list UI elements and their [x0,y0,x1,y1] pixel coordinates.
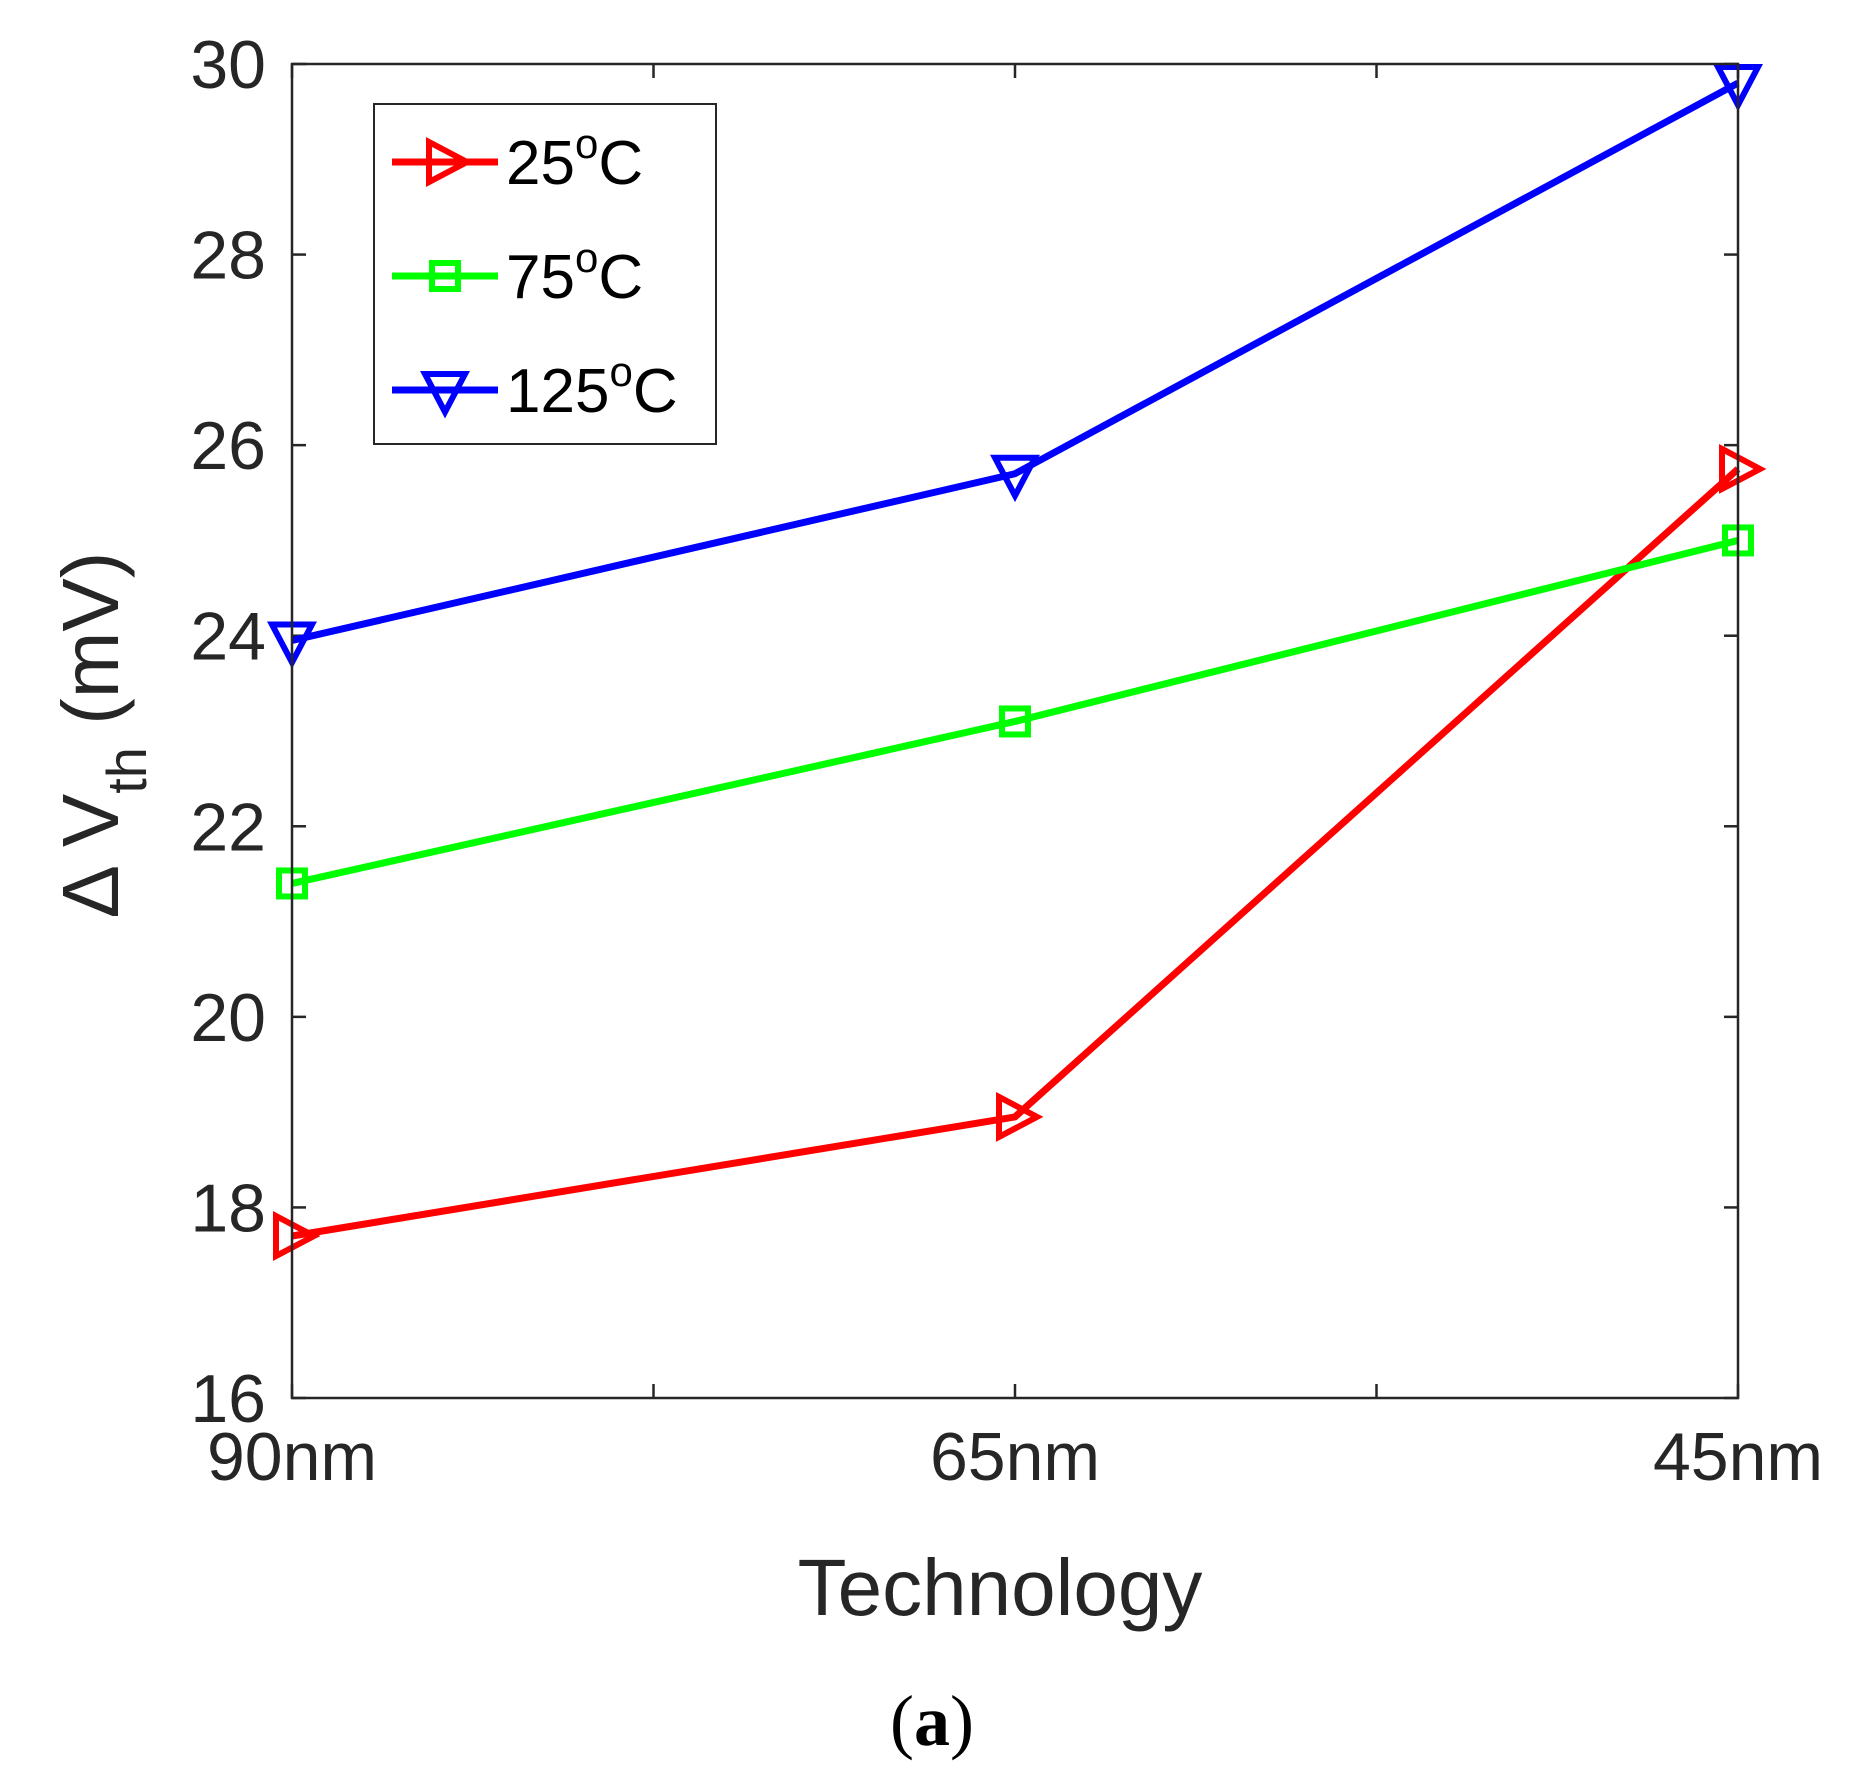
y-tick-label: 16 [190,1361,266,1437]
legend-label-degree: o [609,348,632,395]
legend-label-value: 75 [506,243,575,312]
legend-entry: 75oC [392,234,643,312]
data-point [990,454,1040,503]
y-tick-label: 20 [190,980,266,1056]
data-point [273,1211,321,1261]
data-point [1719,443,1767,494]
series-line [291,79,1740,644]
y-tick-label: 28 [190,218,266,294]
y-tick-label: 22 [190,789,266,865]
y-tick-label: 24 [190,599,266,675]
y-tick-label: 18 [190,1170,266,1246]
x-axis-title: Technology [798,1543,1203,1632]
legend-entry: 25oC [392,120,643,198]
data-point [999,705,1031,738]
y-axis-title-suffix: (mV) [46,552,135,748]
x-tick-label: 65nm [930,1419,1100,1495]
caption-open: ( [890,1681,914,1761]
legend-label-unit: C [598,243,643,312]
legend-marker [429,260,461,292]
legend-label-degree: o [575,120,598,167]
series-25 [273,443,1767,1261]
y-tick-label: 30 [190,27,266,103]
figure-caption: (a) [890,1681,974,1761]
legend-label-value: 125 [506,357,609,426]
legend-label: 25oC [506,120,643,198]
y-axis-title-subscript: th [95,747,158,794]
legend-label-value: 25 [506,129,575,198]
series-line [291,466,1741,1240]
x-tick-labels: 90nm 65nm 45nm [207,1419,1823,1495]
legend-label: 125oC [506,348,678,426]
y-axis-title-prefix: Δ V [46,793,135,918]
legend-label: 75oC [506,234,643,312]
series-line [291,537,1739,887]
x-tick-label: 90nm [207,1419,377,1495]
legend-entry: 125oC [392,348,678,426]
legend-marker [420,371,470,419]
y-tick-labels: 16 18 20 22 24 26 28 30 [190,27,266,1437]
legend-marker [426,137,474,187]
x-tick-label: 45nm [1653,1419,1823,1495]
plot-frame [290,62,1740,1400]
y-tick-label: 26 [190,408,266,484]
data-point [996,1091,1044,1142]
caption-close: ) [950,1681,974,1761]
legend-label-degree: o [575,234,598,281]
legend-label-unit: C [598,129,643,198]
legend-label-unit: C [633,357,678,426]
y-axis-title: Δ Vth (mV) [46,552,158,919]
caption-letter: a [914,1681,950,1761]
